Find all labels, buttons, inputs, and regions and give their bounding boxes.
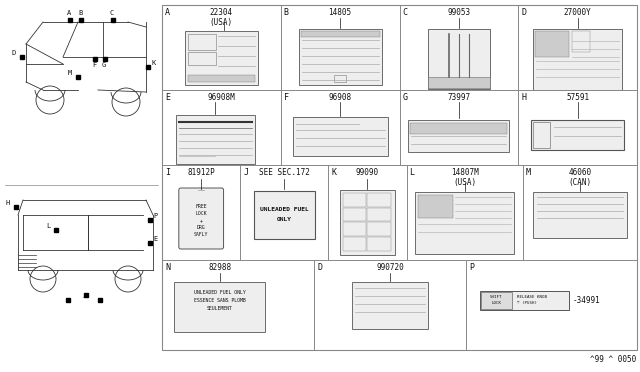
Text: 99053: 99053 bbox=[447, 8, 470, 17]
Bar bbox=[535, 31, 569, 57]
Text: J: J bbox=[243, 168, 248, 177]
Bar bbox=[428, 29, 490, 89]
Bar bbox=[184, 31, 258, 86]
Text: B: B bbox=[284, 8, 289, 17]
Bar bbox=[174, 282, 266, 331]
Text: LOCK: LOCK bbox=[195, 211, 207, 216]
Text: N: N bbox=[65, 298, 69, 304]
Bar bbox=[481, 292, 512, 310]
Text: 81912P: 81912P bbox=[188, 168, 215, 177]
Bar bbox=[367, 237, 391, 251]
Text: UNLEADED FUEL: UNLEADED FUEL bbox=[260, 207, 308, 212]
Bar bbox=[343, 208, 367, 221]
Text: M: M bbox=[526, 168, 531, 177]
Text: RELEASE KNOB: RELEASE KNOB bbox=[517, 295, 547, 298]
Text: D: D bbox=[521, 8, 526, 17]
Bar bbox=[352, 282, 428, 329]
Text: SHIFT: SHIFT bbox=[490, 295, 502, 299]
Bar bbox=[334, 75, 346, 82]
Text: 14807M
(USA): 14807M (USA) bbox=[451, 168, 479, 187]
Text: C: C bbox=[110, 10, 115, 16]
Text: A: A bbox=[165, 8, 170, 17]
Bar bbox=[408, 120, 509, 151]
Bar bbox=[299, 29, 381, 85]
Bar bbox=[188, 76, 255, 83]
Text: 990720: 990720 bbox=[376, 263, 404, 272]
Text: H: H bbox=[6, 200, 10, 206]
Bar bbox=[533, 29, 622, 90]
Text: B: B bbox=[78, 10, 83, 16]
Text: F: F bbox=[92, 62, 96, 68]
Bar bbox=[340, 190, 395, 254]
Text: SEE SEC.172: SEE SEC.172 bbox=[259, 168, 310, 177]
Text: G: G bbox=[403, 93, 408, 102]
Bar bbox=[533, 192, 627, 238]
Bar bbox=[410, 123, 508, 134]
Text: 82988: 82988 bbox=[208, 263, 231, 272]
Text: 99090: 99090 bbox=[356, 168, 379, 177]
Text: C: C bbox=[403, 8, 408, 17]
Text: L: L bbox=[410, 168, 415, 177]
Text: 14805: 14805 bbox=[328, 8, 352, 17]
Text: +: + bbox=[200, 218, 203, 223]
Bar bbox=[188, 52, 216, 65]
Bar bbox=[533, 122, 550, 148]
Bar bbox=[367, 222, 391, 236]
Bar bbox=[176, 115, 255, 164]
Text: G: G bbox=[102, 62, 106, 68]
Text: I: I bbox=[97, 298, 101, 304]
Bar bbox=[301, 31, 380, 37]
Text: ONLY: ONLY bbox=[277, 217, 292, 222]
Bar bbox=[367, 193, 391, 207]
Bar bbox=[428, 77, 490, 87]
Text: ^99 ^ 0050: ^99 ^ 0050 bbox=[589, 355, 636, 364]
Bar bbox=[415, 192, 515, 254]
Text: A: A bbox=[67, 10, 71, 16]
Bar bbox=[343, 222, 367, 236]
Text: 46060
(CAN): 46060 (CAN) bbox=[568, 168, 591, 187]
Text: UNLEADED FUEL ONLY: UNLEADED FUEL ONLY bbox=[194, 290, 246, 295]
Text: I: I bbox=[165, 168, 170, 177]
Bar bbox=[343, 237, 367, 251]
Text: L: L bbox=[46, 223, 51, 229]
Bar bbox=[531, 120, 624, 150]
Bar bbox=[572, 31, 590, 52]
Text: M: M bbox=[68, 70, 72, 76]
Text: D: D bbox=[12, 50, 16, 56]
Text: N: N bbox=[165, 263, 170, 272]
Bar bbox=[367, 208, 391, 221]
Text: -34991: -34991 bbox=[573, 296, 600, 305]
Text: 96908: 96908 bbox=[328, 93, 352, 102]
Text: ESSENCE SANS PLOMB: ESSENCE SANS PLOMB bbox=[194, 298, 246, 303]
Text: 57591: 57591 bbox=[566, 93, 589, 102]
Text: DRG: DRG bbox=[197, 225, 205, 230]
Text: E: E bbox=[153, 236, 157, 242]
Text: 27000Y: 27000Y bbox=[564, 8, 591, 17]
Text: SEULEMENT: SEULEMENT bbox=[207, 306, 233, 311]
Bar bbox=[292, 117, 388, 156]
Text: J: J bbox=[83, 293, 87, 299]
Text: LOCK: LOCK bbox=[492, 301, 501, 305]
Text: 73997: 73997 bbox=[447, 93, 470, 102]
Bar bbox=[253, 191, 315, 238]
Bar bbox=[162, 5, 637, 350]
Bar bbox=[188, 34, 216, 50]
Text: H: H bbox=[521, 93, 526, 102]
Text: P: P bbox=[153, 213, 157, 219]
Text: 22304
(USA): 22304 (USA) bbox=[210, 8, 233, 28]
Text: P: P bbox=[469, 263, 474, 272]
Text: 96908M: 96908M bbox=[207, 93, 236, 102]
Text: F: F bbox=[284, 93, 289, 102]
Text: FREE: FREE bbox=[195, 204, 207, 209]
Bar bbox=[419, 195, 453, 218]
Text: K: K bbox=[332, 168, 336, 177]
Text: ▽ (PUSH): ▽ (PUSH) bbox=[517, 301, 537, 305]
Text: E: E bbox=[165, 93, 170, 102]
Text: D: D bbox=[317, 263, 322, 272]
FancyBboxPatch shape bbox=[179, 188, 223, 249]
Bar bbox=[343, 193, 367, 207]
Text: SAFLY: SAFLY bbox=[194, 232, 209, 237]
Bar bbox=[480, 291, 568, 310]
Text: K: K bbox=[151, 60, 156, 66]
